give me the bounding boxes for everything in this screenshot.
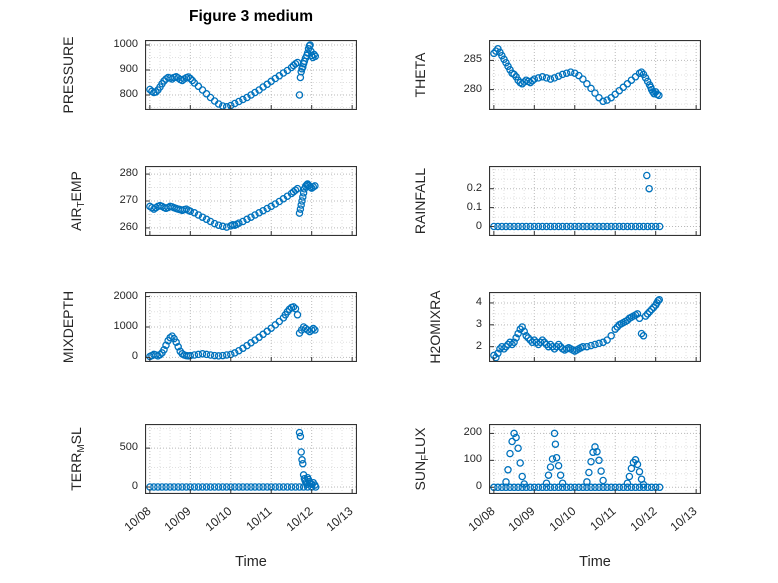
axes-box: [489, 166, 701, 236]
axes-box: [145, 40, 357, 110]
y-tick-label: 0: [475, 219, 482, 232]
plot-area-rainfall: [489, 166, 701, 236]
y-tick-label: 500: [119, 441, 138, 454]
y-tick-label: 3: [475, 317, 482, 330]
y-axis-label-pressure: PRESSURE: [60, 36, 76, 113]
subplot-mixdepth: MIXDEPTH 0 1000 2000: [55, 289, 357, 363]
y-tick-label: 1000: [113, 38, 138, 50]
y-tick-label: 2000: [113, 289, 138, 302]
plot-canvas: [145, 40, 357, 110]
y-tick-label: 0.2: [466, 181, 482, 194]
y-tick-label: 0: [475, 480, 482, 493]
axes-box: [489, 292, 701, 362]
scatter-points: [490, 429, 664, 492]
ylabel-text: TERR: [67, 452, 84, 491]
ylabel-text: RAINFALL: [411, 167, 428, 235]
scatter-points: [146, 303, 319, 361]
scatter-points: [146, 428, 320, 491]
y-axis-label-rainfall: RAINFALL: [412, 168, 428, 234]
scatter-points: [490, 45, 663, 106]
y-tick-label: 4: [475, 295, 482, 308]
subplot-rainfall: RAINFALL 0 0.1 0.2: [399, 166, 701, 236]
plot-area-sun-flux: [489, 424, 701, 494]
axes-box: [145, 292, 357, 362]
plot-area-mixdepth: [145, 292, 357, 362]
plot-canvas: [145, 424, 357, 494]
scatter-points: [490, 295, 664, 362]
y-tick-label: 0: [131, 350, 138, 363]
y-tick-label: 260: [119, 220, 138, 233]
y-tick-label: 800: [119, 88, 138, 100]
x-axis-title: Time: [235, 554, 267, 570]
figure-title: Figure 3 medium: [188, 8, 314, 25]
y-tick-label: 2: [475, 339, 482, 352]
ylabel-text: THETA: [411, 52, 428, 98]
ylabel-text: PRESSURE: [60, 36, 76, 114]
y-axis-label-theta: THETA: [412, 53, 428, 98]
plot-canvas: [489, 424, 701, 494]
y-tick-label: 270: [119, 194, 138, 206]
y-tick-label: 0.1: [466, 200, 482, 213]
plot-canvas: [489, 40, 701, 110]
plot-canvas: [489, 292, 701, 362]
scatter-points: [146, 180, 319, 231]
ylabel-subscript: T: [75, 201, 87, 208]
y-axis-label-air-temp: AIRTEMP: [67, 171, 87, 231]
x-axis-title: Time: [579, 554, 611, 570]
plot-area-terr-msl: [145, 424, 357, 494]
subplot-theta: THETA 280 285: [399, 40, 701, 110]
ylabel-text: SUN: [411, 460, 428, 491]
axes-box: [145, 166, 357, 236]
plot-canvas: [489, 166, 701, 236]
ylabel-text-post: EMP: [67, 171, 84, 202]
plot-area-theta: [489, 40, 701, 110]
ylabel-text-post: LUX: [411, 427, 428, 455]
plot-area-pressure: [145, 40, 357, 110]
plot-area-h2omixra: [489, 292, 701, 362]
y-tick-label: 200: [463, 426, 482, 439]
axes-box: [489, 424, 701, 494]
ylabel-subscript: F: [419, 454, 431, 461]
ylabel-text: AIR: [67, 207, 84, 231]
ylabel-text-post: SL: [67, 427, 84, 445]
y-tick-label: 0: [131, 480, 138, 492]
y-axis-label-mixdepth: MIXDEPTH: [60, 291, 76, 363]
axes-box: [145, 424, 357, 494]
y-tick-label: 280: [463, 82, 482, 95]
plot-area-air-temp: [145, 166, 357, 236]
scatter-points: [490, 171, 664, 231]
subplot-pressure: PRESSURE 800 900 1000: [55, 36, 357, 114]
y-axis-label-terr-msl: TERRMSL: [67, 427, 87, 491]
plot-canvas: [145, 292, 357, 362]
subplot-terr-msl: TERRMSL Time 0 500 10/08 10/09 10/10 10/11 10/…: [55, 424, 357, 570]
scatter-points: [146, 41, 320, 110]
ylabel-text: MIXDEPTH: [60, 290, 76, 364]
subplot-air-temp: AIRTEMP 260 270 280: [55, 166, 357, 236]
y-tick-label: 285: [463, 53, 482, 66]
y-tick-label: 1000: [113, 320, 138, 332]
axes-box: [489, 40, 701, 110]
y-tick-label: 280: [119, 167, 138, 180]
y-tick-label: 900: [119, 63, 138, 75]
subplot-sun-flux: SUNFLUX Time 0 100 200 10/08 10/09 10/10 10/11…: [399, 424, 701, 570]
y-tick-label: 100: [463, 453, 482, 466]
ylabel-subscript: M: [75, 444, 87, 453]
y-axis-label-sun-flux: SUNFLUX: [411, 427, 431, 491]
plot-canvas: [145, 166, 357, 236]
